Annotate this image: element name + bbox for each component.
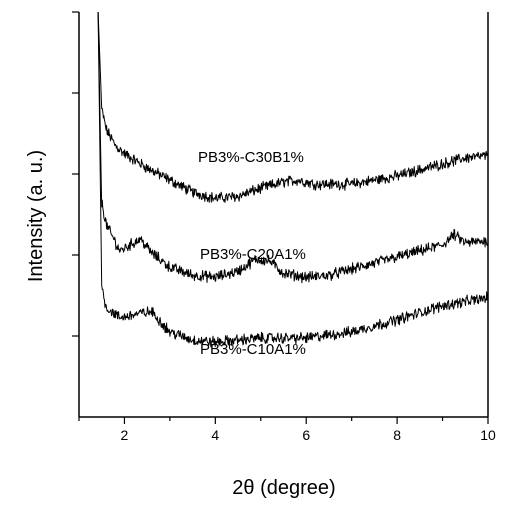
series-label-c20a: PB3%-C20A1% [200,246,306,263]
plot-frame [78,12,489,418]
x-tick-label: 2 [121,427,129,443]
series-lines [97,11,489,348]
series-line-1 [97,11,489,203]
x-tick-label: 10 [480,427,496,443]
y-axis-label: Intensity (a. u.) [25,150,47,282]
x-tick-label: 6 [302,427,310,443]
x-tick-label: 8 [393,427,401,443]
series-label-c30b: PB3%-C30B1% [198,149,304,166]
series-label-c10a: PB3%-C10A1% [200,341,306,358]
x-axis-label: 2θ (degree) [232,477,335,499]
x-tick-label: 4 [211,427,219,443]
x-axis-ticks: 2 4 6 8 10 [78,417,496,443]
series-line-3 [97,11,489,348]
series-line-2 [97,11,489,284]
y-axis-ticks [72,11,79,337]
